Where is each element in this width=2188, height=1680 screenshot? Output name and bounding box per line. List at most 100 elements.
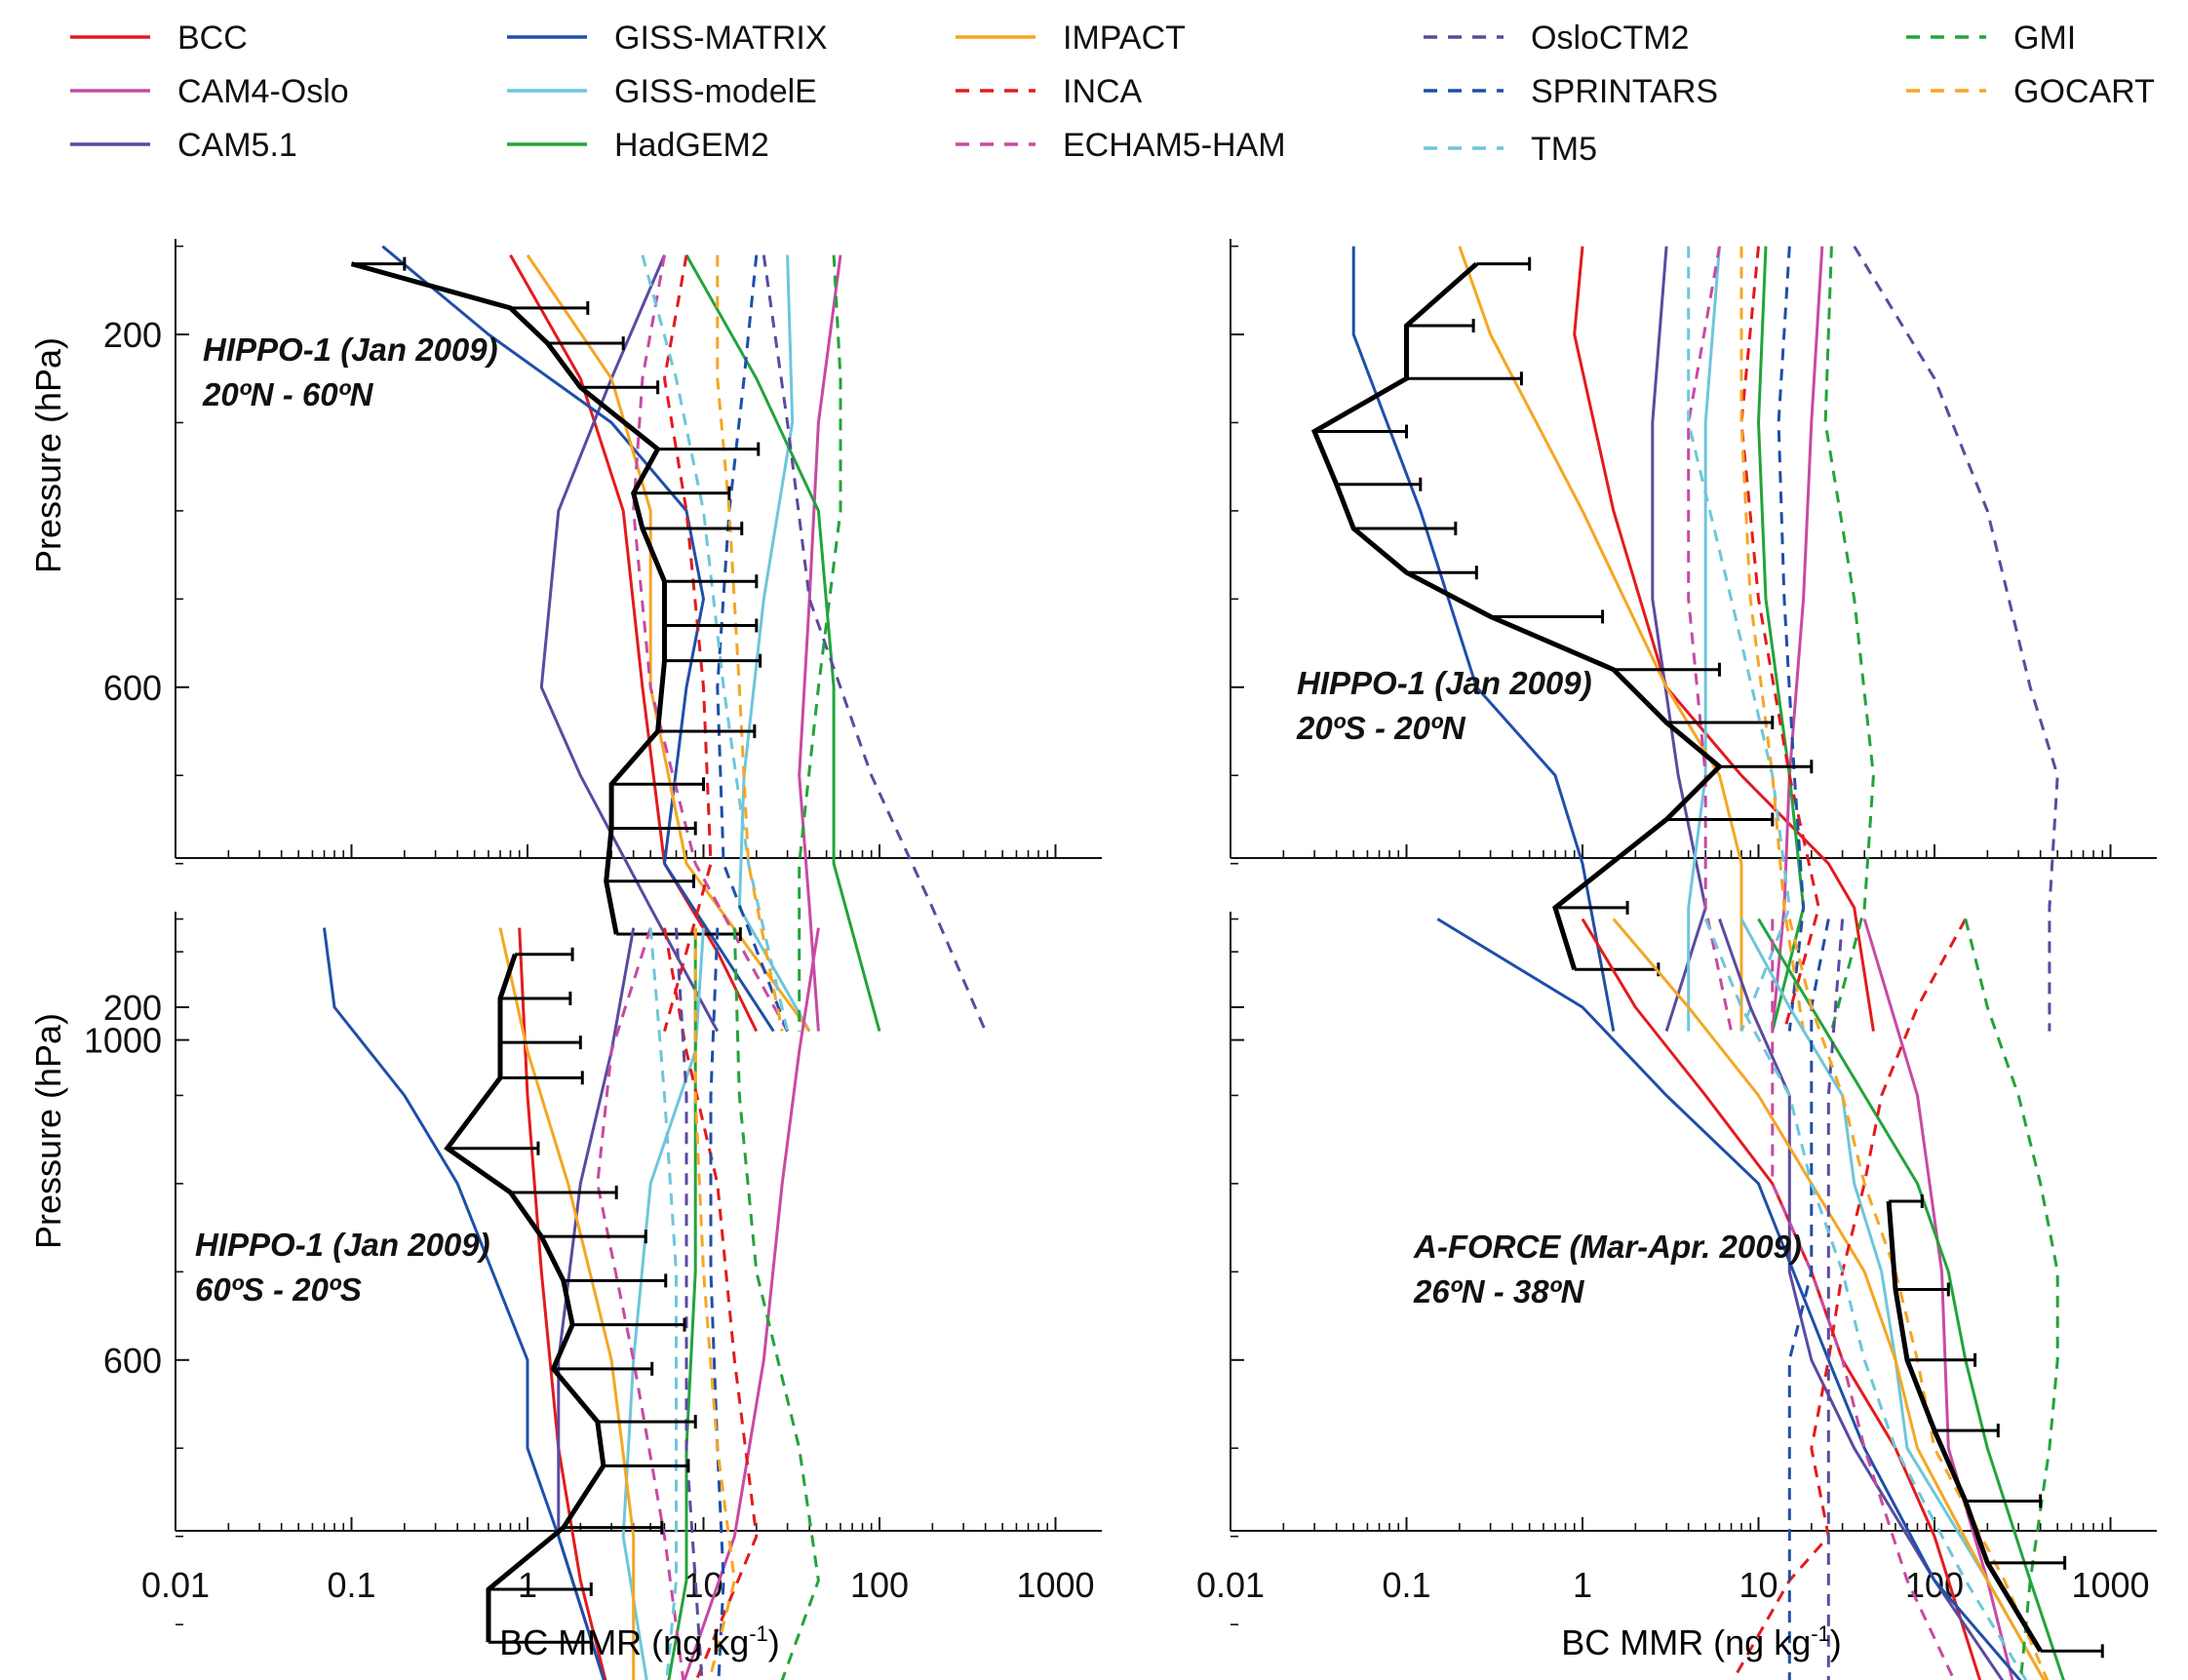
panel-top-left: 200 600 1000 HIPPO-1 (Jan 2009) 20ºN - 60ºN [84, 239, 1102, 1061]
legend-label: GISS-MATRIX [614, 20, 828, 57]
series-cam5-1 [1651, 246, 1707, 1033]
series-impact [526, 254, 811, 1033]
legend-item: OsloCTM2 [1424, 20, 1689, 57]
series-impact [1612, 918, 2046, 1680]
panel-annotation: 20ºS - 20ºN [1296, 710, 1466, 746]
legend-label: GISS-modelE [614, 73, 817, 110]
y-tick-label: 1000 [84, 1021, 162, 1061]
panel-annotation: 20ºN - 60ºN [202, 376, 374, 412]
series-giss-modele [737, 254, 811, 1033]
series-giss-matrix [1351, 246, 1616, 1032]
legend-item: HadGEM2 [507, 127, 769, 164]
legend-label: GOCART [2013, 73, 2155, 110]
series-sprintars [1777, 246, 1806, 1032]
series-hadgem2 [667, 927, 697, 1680]
panel-annotation: 60ºS - 20ºS [195, 1271, 362, 1308]
x-tick-label: 1 [1573, 1565, 1592, 1605]
legend-label: TM5 [1531, 131, 1597, 168]
legend: BCC CAM4-Oslo CAM5.1 GISS-MATRIX GISS-modelE… [70, 20, 2155, 168]
x-tick-label: 1000 [1016, 1565, 1094, 1605]
x-tick-label: 0.01 [141, 1565, 210, 1605]
series-bcc [518, 927, 607, 1680]
series-osloctm2 [675, 927, 704, 1680]
series-tm5 [641, 254, 790, 1032]
series-sprintars [716, 254, 790, 1033]
series-impact [1458, 246, 1743, 1032]
series-gocart [693, 927, 736, 1680]
series-tm5 [648, 927, 678, 1680]
panel-annotation: A-FORCE (Mar-Apr. 2009) [1413, 1229, 1802, 1265]
y-tick-label: 600 [103, 668, 162, 708]
series-echam5-ham [596, 927, 685, 1680]
legend-label: GMI [2013, 20, 2076, 57]
legend-item: GISS-MATRIX [507, 20, 828, 57]
series-gmi [798, 254, 842, 1032]
y-tick-label: 200 [103, 988, 162, 1028]
legend-item: SPRINTARS [1424, 73, 1718, 110]
series-osloctm2 [1826, 918, 1845, 1680]
legend-label: SPRINTARS [1531, 73, 1718, 110]
series-hadgem2 [1757, 918, 2065, 1680]
legend-item: BCC [70, 20, 248, 57]
legend-label: ECHAM5-HAM [1063, 127, 1286, 164]
panel-bottom-left: 0.010.111010010002006001000HIPPO-1 (Jan … [103, 912, 1102, 1680]
series-inca [1731, 918, 1968, 1680]
x-tick-label: 1000 [2071, 1565, 2149, 1605]
y-tick-label: 200 [103, 315, 162, 355]
series-inca [663, 254, 713, 1032]
panel-annotation: HIPPO-1 (Jan 2009) [195, 1227, 490, 1263]
legend-label: CAM4-Oslo [177, 73, 349, 110]
panel-annotation: HIPPO-1 (Jan 2009) [1297, 665, 1592, 701]
series-giss-modele [1739, 918, 2046, 1680]
legend-label: OsloCTM2 [1531, 20, 1689, 57]
panel-top-right: HIPPO-1 (Jan 2009) 20ºS - 20ºN [1230, 239, 2157, 1041]
legend-item: CAM5.1 [70, 127, 297, 164]
series-giss-matrix [1436, 918, 2022, 1680]
series-gmi [732, 927, 820, 1680]
panel-annotation: 26ºN - 38ºN [1413, 1273, 1585, 1309]
x-tick-label: 0.01 [1196, 1565, 1265, 1605]
y-tick-label: 600 [103, 1341, 162, 1381]
x-tick-label: 0.1 [327, 1565, 375, 1605]
legend-label: HadGEM2 [614, 127, 769, 164]
series-giss-matrix [323, 927, 606, 1680]
series-echam5-ham [1771, 918, 1956, 1680]
series-gmi [1823, 246, 1875, 1032]
series-cam4-oslo [1771, 246, 1824, 1032]
x-tick-label: 1 [518, 1565, 537, 1605]
legend-label: INCA [1063, 73, 1143, 110]
series-osloctm2 [1853, 245, 2059, 1032]
legend-item: GOCART [1906, 73, 2155, 110]
observation-line [444, 953, 606, 1643]
legend-item: CAM4-Oslo [70, 73, 349, 110]
series-inca [1739, 246, 1820, 1033]
x-axis-label-right: BC MMR (ng kg-1) [1561, 1621, 1842, 1662]
legend-item: IMPACT [956, 20, 1186, 57]
legend-label: BCC [177, 20, 248, 57]
legend-item: GISS-modelE [507, 73, 817, 110]
observation-line [1310, 261, 1724, 970]
series-gocart [1739, 246, 1806, 1032]
series-cam4-oslo [798, 254, 842, 1032]
series-cam4-oslo [683, 927, 820, 1680]
series-tm5 [1703, 918, 2028, 1680]
legend-item: TM5 [1424, 131, 1597, 168]
series-impact [498, 927, 636, 1680]
y-axis-label-bottom: Pressure (hPa) [28, 1013, 68, 1249]
legend-item: INCA [956, 73, 1143, 110]
series-echam5-ham [632, 254, 789, 1033]
series-giss-matrix [381, 245, 775, 1033]
legend-label: IMPACT [1063, 20, 1186, 57]
series-osloctm2 [762, 254, 988, 1033]
legend-item: ECHAM5-HAM [956, 127, 1286, 164]
series-sprintars [1787, 918, 1830, 1680]
series-giss-modele [1687, 246, 1721, 1032]
panel-annotation: HIPPO-1 (Jan 2009) [203, 332, 498, 368]
x-axis-label-left: BC MMR (ng kg-1) [499, 1621, 780, 1662]
legend-label: CAM5.1 [177, 127, 297, 164]
series-sprintars [709, 927, 725, 1680]
y-axis-label-top: Pressure (hPa) [28, 337, 68, 573]
series-bcc [1573, 246, 1875, 1032]
